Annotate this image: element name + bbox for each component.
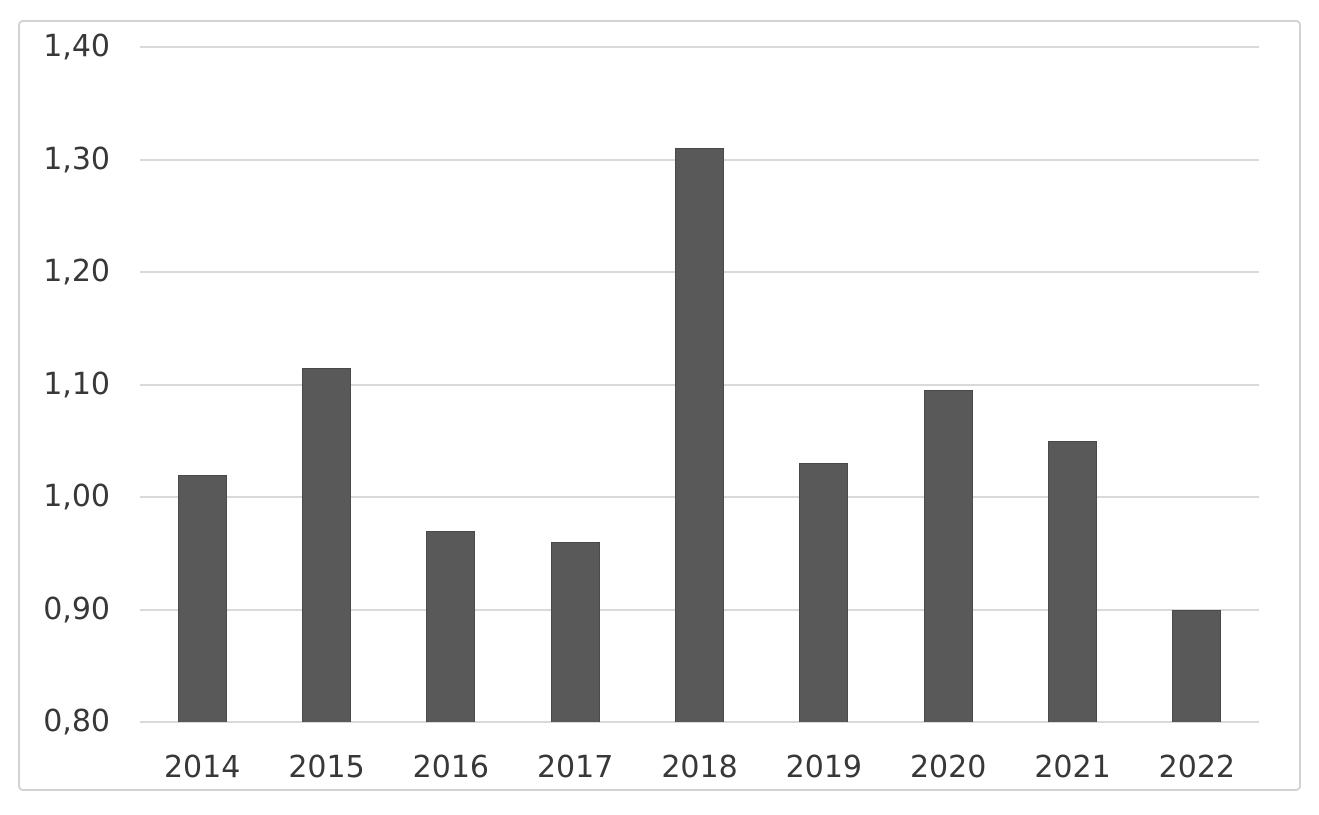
x-tick-label: 2019 xyxy=(785,750,862,785)
x-tick-label: 2018 xyxy=(661,750,738,785)
bar-2020 xyxy=(923,390,973,722)
bar-2016 xyxy=(426,530,476,722)
y-tick-label: 1,20 xyxy=(43,254,110,289)
bar-2022 xyxy=(1172,609,1222,722)
x-tick-label: 2021 xyxy=(1034,750,1111,785)
bar-2019 xyxy=(799,463,849,722)
y-tick-label: 1,40 xyxy=(43,29,110,64)
x-tick-label: 2020 xyxy=(909,750,987,785)
y-tick-label: 0,80 xyxy=(43,704,110,739)
x-tick-label: 2017 xyxy=(536,750,614,785)
x-tick-label: 2014 xyxy=(163,750,241,785)
y-tick-label: 1,00 xyxy=(43,479,110,514)
chart-frame: 1,40 1,30 1,20 1,10 1,00 0,90 0,80 2014 2015 201… xyxy=(18,20,1301,791)
gridline xyxy=(140,46,1259,48)
bar-2017 xyxy=(550,542,600,722)
y-tick-label: 1,30 xyxy=(43,141,110,177)
y-tick-label: 0,90 xyxy=(43,591,110,627)
x-tick-label: 2015 xyxy=(288,750,365,785)
x-tick-label: 2022 xyxy=(1158,750,1235,785)
plot-area xyxy=(140,46,1259,723)
bar-2021 xyxy=(1048,440,1097,722)
gridline xyxy=(140,721,1259,723)
x-tick-label: 2016 xyxy=(412,750,489,785)
y-tick-label: 1,10 xyxy=(43,366,110,402)
bar-2018 xyxy=(675,148,724,722)
bar-2015 xyxy=(302,367,351,722)
bar-2014 xyxy=(177,474,227,722)
